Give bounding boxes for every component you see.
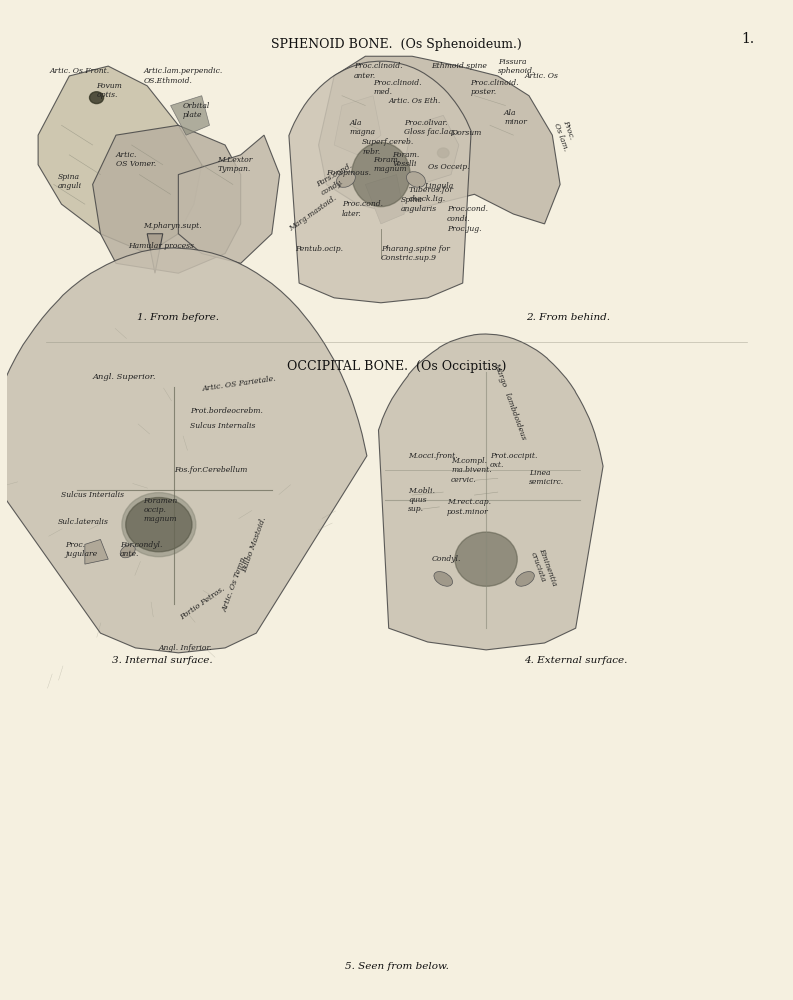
Text: M.compl.
ma.bivent.
cervic.: M.compl. ma.bivent. cervic. — [451, 457, 492, 484]
Text: Fovum
optis.: Fovum optis. — [97, 82, 122, 99]
Text: Proc.cond.
later.: Proc.cond. later. — [342, 200, 383, 218]
Text: Proc.jug.: Proc.jug. — [447, 225, 481, 233]
Text: Artic. Os Front.: Artic. Os Front. — [50, 67, 110, 75]
Text: Bulbo Mastoid.: Bulbo Mastoid. — [241, 516, 268, 573]
Text: Fos.for.Cerebellum: Fos.for.Cerebellum — [174, 466, 248, 474]
Ellipse shape — [515, 572, 534, 586]
Text: Os Occeip.: Os Occeip. — [427, 163, 469, 171]
Text: Dorsum: Dorsum — [451, 129, 481, 137]
Text: Proc.olivar.
Gloss fac.laq.: Proc.olivar. Gloss fac.laq. — [404, 119, 456, 136]
Text: 3. Internal surface.: 3. Internal surface. — [113, 656, 213, 665]
Text: 1.: 1. — [741, 32, 755, 46]
Text: Ethmoid spine: Ethmoid spine — [431, 62, 488, 70]
Text: Superf.cereb.
rebr.: Superf.cereb. rebr. — [362, 138, 415, 156]
Text: For.condyl.
ante.: For.condyl. ante. — [120, 541, 163, 558]
Text: Marg.mastoid.: Marg.mastoid. — [287, 195, 338, 233]
Text: Pentub.ocip.: Pentub.ocip. — [295, 245, 343, 253]
Text: SPHENOID BONE.  (Os Sphenoideum.): SPHENOID BONE. (Os Sphenoideum.) — [271, 38, 522, 51]
Polygon shape — [170, 96, 209, 135]
Polygon shape — [178, 135, 280, 263]
Text: Proc.
Os lam.: Proc. Os lam. — [552, 119, 578, 152]
Text: Proc.clinoid.
poster.: Proc.clinoid. poster. — [470, 79, 519, 96]
Text: 5. Seen from below.: 5. Seen from below. — [345, 962, 448, 971]
Text: Artic.
OS Vomer.: Artic. OS Vomer. — [116, 151, 156, 168]
Text: M.Lextor
Tympan.: M.Lextor Tympan. — [217, 156, 253, 173]
Text: Fissura
sphenoid.: Fissura sphenoid. — [498, 58, 535, 75]
Text: Artic.lam.perpendic.
OS.Ethmoid.: Artic.lam.perpendic. OS.Ethmoid. — [144, 67, 223, 85]
Text: Ala
minor: Ala minor — [504, 109, 527, 126]
Ellipse shape — [434, 572, 453, 586]
Ellipse shape — [336, 172, 355, 187]
Ellipse shape — [121, 545, 135, 558]
Polygon shape — [0, 248, 367, 653]
Text: M.occi.front.: M.occi.front. — [408, 452, 458, 460]
Text: Tuberos.for
check.lig.: Tuberos.for check.lig. — [408, 186, 453, 203]
Text: Artic. Os: Artic. Os — [525, 72, 559, 80]
Text: Eminentia
cruciata: Eminentia cruciata — [529, 547, 559, 591]
Text: M.pharyn.supt.: M.pharyn.supt. — [144, 222, 202, 230]
Text: 4. External surface.: 4. External surface. — [524, 656, 627, 665]
Ellipse shape — [407, 172, 426, 187]
Ellipse shape — [352, 143, 410, 207]
Text: Lingula: Lingula — [423, 182, 453, 190]
Text: Hamular process: Hamular process — [128, 242, 193, 250]
Polygon shape — [334, 96, 381, 155]
Polygon shape — [404, 115, 459, 184]
Text: Artic. OS Parietale.: Artic. OS Parietale. — [201, 374, 277, 393]
Text: Ala
magna: Ala magna — [350, 119, 376, 136]
Text: Spina
anguli: Spina anguli — [58, 173, 82, 190]
Text: M.rect.cap.
post.minor: M.rect.cap. post.minor — [447, 498, 491, 516]
Text: Foramen
occip.
magnum: Foramen occip. magnum — [144, 497, 178, 523]
Text: Linea
semicirc.: Linea semicirc. — [529, 469, 564, 486]
Text: Forspinous.: Forspinous. — [327, 169, 371, 177]
Text: Spina
angularis: Spina angularis — [400, 196, 436, 213]
Text: 1. From before.: 1. From before. — [137, 313, 220, 322]
Polygon shape — [366, 175, 404, 224]
Ellipse shape — [126, 498, 192, 552]
Text: Pharang.spine for
Constric.sup.9: Pharang.spine for Constric.sup.9 — [381, 245, 450, 262]
Polygon shape — [93, 125, 241, 273]
Ellipse shape — [122, 493, 196, 557]
Ellipse shape — [438, 148, 449, 158]
Text: Sulcus Internalis: Sulcus Internalis — [190, 422, 255, 430]
Text: Sulcus Interialis: Sulcus Interialis — [62, 491, 125, 499]
Text: Proc.clinoid.
med.: Proc.clinoid. med. — [374, 79, 422, 96]
Text: Foram.
Vesslli: Foram. Vesslli — [393, 151, 419, 168]
Ellipse shape — [90, 92, 104, 104]
Text: Proc.cond.
condi.: Proc.cond. condi. — [447, 205, 488, 223]
Polygon shape — [147, 234, 163, 273]
Text: 2. From behind.: 2. From behind. — [526, 313, 610, 322]
Text: Pars.cond.
condy.: Pars.cond. condy. — [315, 162, 358, 197]
Text: Angl. Inferior.: Angl. Inferior. — [159, 644, 213, 652]
Text: Foram.
magnum: Foram. magnum — [374, 156, 407, 173]
Ellipse shape — [455, 532, 517, 586]
Text: Prot.bordeocrebm.: Prot.bordeocrebm. — [190, 407, 263, 415]
Text: Condyl.: Condyl. — [431, 555, 461, 563]
Text: M.obli.
quus
sup.: M.obli. quus sup. — [408, 487, 435, 513]
Polygon shape — [289, 61, 471, 303]
Polygon shape — [38, 66, 201, 253]
Text: OCCIPITAL BONE.  (Os Occipitis.): OCCIPITAL BONE. (Os Occipitis.) — [287, 360, 506, 373]
Text: Margo   lambdoideus: Margo lambdoideus — [492, 362, 527, 441]
Text: Sulc.lateralis: Sulc.lateralis — [58, 518, 109, 526]
Text: Prot.occipit.
oxt.: Prot.occipit. oxt. — [490, 452, 538, 469]
Text: Portio Petros.: Portio Petros. — [178, 585, 226, 622]
Text: Proc.clinoid.
anter.: Proc.clinoid. anter. — [354, 62, 402, 80]
Polygon shape — [85, 539, 108, 564]
Text: Artic. Os Eth.: Artic. Os Eth. — [389, 97, 441, 105]
Polygon shape — [378, 334, 603, 650]
Text: Proc.
jugulare: Proc. jugulare — [65, 541, 98, 558]
Text: Artic. Os Temp.: Artic. Os Temp. — [221, 554, 249, 613]
Text: Angl. Superior.: Angl. Superior. — [93, 373, 156, 381]
Polygon shape — [319, 56, 560, 224]
Text: Orbital
plate: Orbital plate — [182, 102, 209, 119]
